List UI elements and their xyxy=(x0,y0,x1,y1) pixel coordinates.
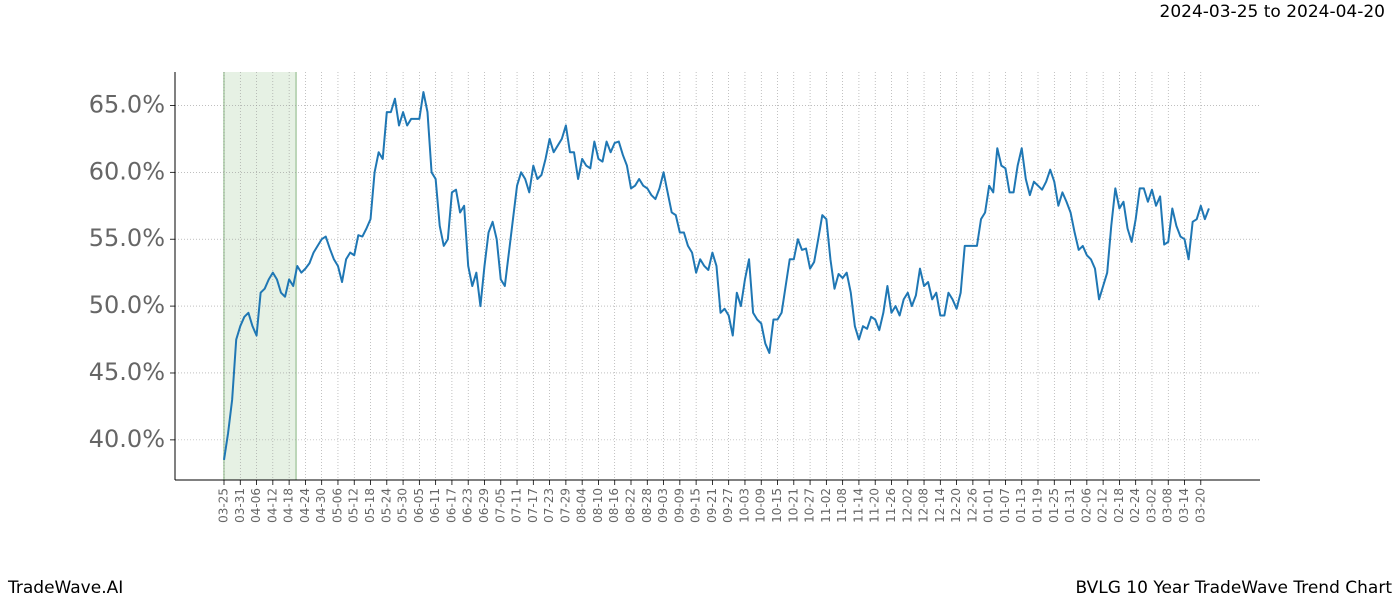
x-tick-label: 04-12 xyxy=(265,488,279,523)
x-tick-label: 09-21 xyxy=(705,488,719,523)
x-tick-label: 03-14 xyxy=(1177,488,1191,523)
x-tick-label: 04-30 xyxy=(314,488,328,523)
x-tick-label: 01-31 xyxy=(1063,488,1077,523)
y-tick-label: 50.0% xyxy=(89,291,165,319)
x-tick-label: 06-17 xyxy=(444,488,458,523)
x-tick-label: 10-03 xyxy=(737,488,751,523)
x-tick-label: 02-12 xyxy=(1096,488,1110,523)
x-tick-label: 01-19 xyxy=(1031,488,1045,523)
x-tick-label: 09-27 xyxy=(721,488,735,523)
x-tick-label: 11-26 xyxy=(884,488,898,523)
x-tick-label: 11-14 xyxy=(851,488,865,523)
y-tick-label: 65.0% xyxy=(89,90,165,118)
x-tick-label: 05-30 xyxy=(396,488,410,523)
x-tick-label: 02-18 xyxy=(1112,488,1126,523)
x-tick-label: 11-08 xyxy=(835,488,849,523)
y-tick-label: 40.0% xyxy=(89,425,165,453)
x-tick-label: 02-06 xyxy=(1079,488,1093,523)
x-tick-label: 05-06 xyxy=(330,488,344,523)
y-tick-label: 60.0% xyxy=(89,157,165,185)
x-tick-label: 10-27 xyxy=(803,488,817,523)
x-tick-label: 03-20 xyxy=(1193,488,1207,523)
y-tick-label: 45.0% xyxy=(89,358,165,386)
x-tick-label: 03-25 xyxy=(217,488,231,523)
y-tick-label: 55.0% xyxy=(89,224,165,252)
x-tick-label: 04-18 xyxy=(282,488,296,523)
x-tick-label: 12-02 xyxy=(900,488,914,523)
x-tick-label: 07-23 xyxy=(542,488,556,523)
x-tick-label: 07-05 xyxy=(493,488,507,523)
x-tick-label: 10-21 xyxy=(786,488,800,523)
x-tick-label: 12-20 xyxy=(949,488,963,523)
x-tick-label: 05-12 xyxy=(347,488,361,523)
x-tick-label: 05-24 xyxy=(379,488,393,523)
x-tick-label: 06-05 xyxy=(412,488,426,523)
x-tick-label: 12-14 xyxy=(933,488,947,523)
trend-line xyxy=(223,91,1210,461)
x-tick-label: 07-11 xyxy=(510,488,524,523)
x-tick-label: 09-09 xyxy=(672,488,686,523)
chart-title: BVLG 10 Year TradeWave Trend Chart xyxy=(1075,578,1392,598)
x-tick-label: 11-20 xyxy=(868,488,882,523)
x-tick-label: 07-17 xyxy=(526,488,540,523)
x-tick-label: 09-03 xyxy=(656,488,670,523)
x-tick-label: 08-22 xyxy=(624,488,638,523)
x-tick-label: 04-24 xyxy=(298,488,312,523)
x-tick-label: 03-08 xyxy=(1161,488,1175,523)
x-tick-label: 09-15 xyxy=(689,488,703,523)
x-tick-label: 08-16 xyxy=(607,488,621,523)
x-tick-label: 06-11 xyxy=(428,488,442,523)
x-tick-label: 06-29 xyxy=(477,488,491,523)
x-tick-label: 01-07 xyxy=(998,488,1012,523)
x-tick-label: 10-15 xyxy=(770,488,784,523)
x-tick-label: 03-31 xyxy=(233,488,247,523)
x-tick-label: 12-26 xyxy=(965,488,979,523)
grid xyxy=(175,72,1260,480)
x-tick-label: 11-02 xyxy=(819,488,833,523)
x-tick-label: 12-08 xyxy=(917,488,931,523)
x-tick-label: 08-04 xyxy=(575,488,589,523)
x-tick-label: 02-24 xyxy=(1128,488,1142,523)
brand: TradeWave.AI xyxy=(7,578,123,598)
x-tick-label: 08-10 xyxy=(591,488,605,523)
x-tick-label: 05-18 xyxy=(363,488,377,523)
chart-subtitle: 2024-03-25 to 2024-04-20 xyxy=(1160,2,1385,22)
x-tick-label: 04-06 xyxy=(249,488,263,523)
x-tick-label: 10-09 xyxy=(754,488,768,523)
x-tick-label: 03-02 xyxy=(1144,488,1158,523)
x-tick-label: 01-01 xyxy=(982,488,996,523)
x-tick-label: 01-25 xyxy=(1047,488,1061,523)
x-tick-label: 06-23 xyxy=(461,488,475,523)
highlight-band xyxy=(224,72,296,480)
x-tick-label: 07-29 xyxy=(558,488,572,523)
x-tick-label: 08-28 xyxy=(640,488,654,523)
x-tick-label: 01-13 xyxy=(1014,488,1028,523)
